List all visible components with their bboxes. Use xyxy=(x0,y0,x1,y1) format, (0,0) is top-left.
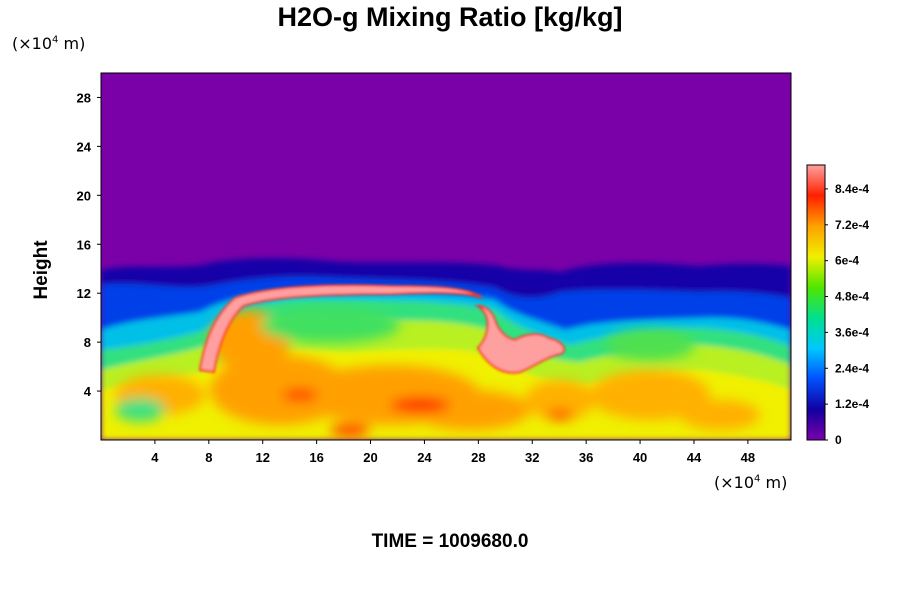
colorbar-label: 1.2e-4 xyxy=(835,397,869,411)
heatmap-field xyxy=(101,258,791,440)
time-label: TIME = 1009680.0 xyxy=(371,531,529,552)
x-tick-label: 4 xyxy=(151,450,159,465)
y-tick-label: 16 xyxy=(77,237,91,252)
x-tick-label: 36 xyxy=(579,450,593,465)
y-tick-label: 4 xyxy=(84,384,92,399)
y-tick-label: 12 xyxy=(77,286,91,301)
plot-frame xyxy=(100,72,792,441)
colorbar-label: 2.4e-4 xyxy=(835,361,869,375)
x-axis-units: (×104 m) xyxy=(714,473,788,492)
x-tick-label: 16 xyxy=(309,450,323,465)
x-axis: 4 8 12 16 20 24 28 32 36 40 44 48 xyxy=(151,440,755,465)
chart-title: H2O-g Mixing Ratio [kg/kg] xyxy=(277,2,623,32)
y-axis-units: (×104 m) xyxy=(12,34,86,53)
colorbar-label: 0 xyxy=(835,433,842,447)
colorbar-label: 3.6e-4 xyxy=(835,325,869,339)
y-tick-label: 28 xyxy=(77,90,91,105)
colorbar-label: 7.2e-4 xyxy=(835,218,869,232)
colorbar: 0 1.2e-4 2.4e-4 3.6e-4 4.8e-4 6e-4 7.2e-4 8.4e-… xyxy=(806,164,869,447)
colorbar-gradient xyxy=(806,164,826,441)
x-tick-label: 24 xyxy=(417,450,432,465)
x-tick-label: 44 xyxy=(687,450,702,465)
x-tick-label: 12 xyxy=(255,450,269,465)
y-axis: 4 8 12 16 20 24 28 xyxy=(77,90,101,399)
y-tick-label: 8 xyxy=(84,335,91,350)
x-tick-label: 28 xyxy=(471,450,485,465)
y-tick-label: 20 xyxy=(77,188,91,203)
x-tick-label: 48 xyxy=(741,450,755,465)
x-tick-label: 20 xyxy=(363,450,377,465)
x-tick-label: 40 xyxy=(633,450,647,465)
y-tick-label: 24 xyxy=(77,139,92,154)
colorbar-label: 4.8e-4 xyxy=(835,290,869,304)
colorbar-label: 8.4e-4 xyxy=(835,182,869,196)
colorbar-label: 6e-4 xyxy=(835,254,859,268)
x-tick-label: 8 xyxy=(205,450,212,465)
x-tick-label: 32 xyxy=(525,450,539,465)
